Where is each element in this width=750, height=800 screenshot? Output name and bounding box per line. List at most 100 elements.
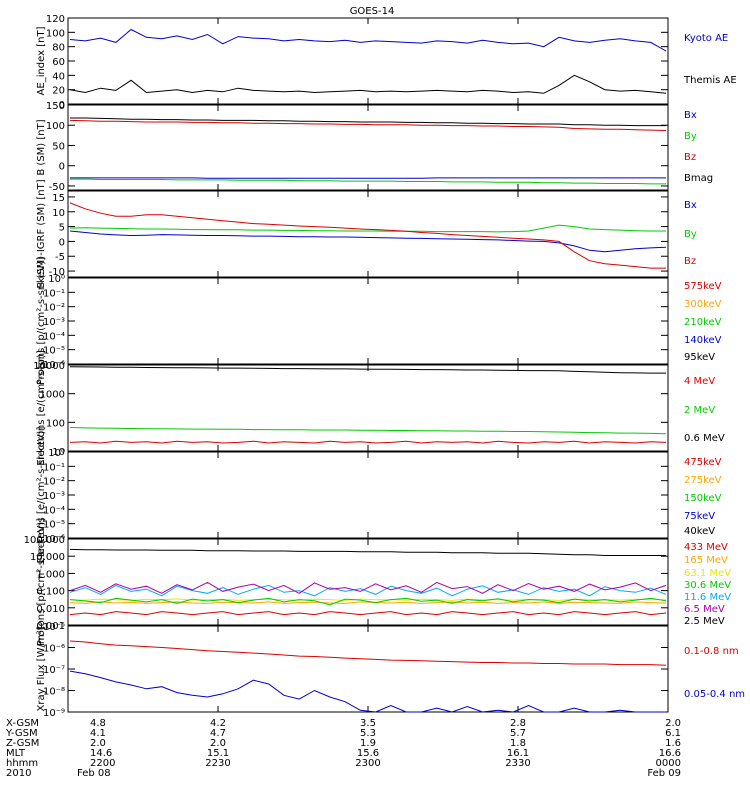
y-tick-label: -5: [55, 252, 65, 263]
y-axis-label: Electrons [e/(cm²-s-sr)]: [36, 350, 47, 466]
series-line-0-05-0-4-nm: [69, 670, 666, 713]
y-tick-label: 100: [46, 121, 65, 132]
y-axis-label: Xray Flux [W/m²]: [36, 626, 47, 711]
y-tick-label: 10⁻⁹: [43, 708, 65, 719]
legend-label: 475keV: [684, 457, 722, 468]
date-start-label: Feb 08: [77, 768, 111, 779]
legend-label: By: [684, 229, 697, 240]
y-tick-label: 80: [52, 43, 65, 54]
legend-label: 275keV: [684, 475, 722, 486]
series-line-kyoto-ae: [69, 28, 667, 52]
legend-label: 575keV: [684, 281, 722, 292]
y-axis-label: B (SM) [nT]: [36, 119, 47, 175]
y-tick-label: 10⁻⁸: [43, 687, 65, 698]
series-line-bz: [69, 202, 666, 269]
y-tick-label: 150: [46, 101, 65, 112]
ephemeris-row-label: MLT: [6, 748, 26, 759]
legend-label: By: [684, 131, 697, 142]
chart-title: GOES-14: [350, 6, 395, 17]
ephemeris-value: 14.6: [90, 748, 112, 759]
panel-1: 120 100 80 60 40 20 0 AE_index [nT] Kyoto AE Them…: [36, 14, 737, 111]
ephemeris-value: 5.7: [510, 728, 526, 739]
series-line-bz: [69, 119, 667, 131]
legend-label: 165 MeV: [684, 555, 728, 566]
legend-label: 140keV: [684, 335, 722, 346]
legend-label: Bz: [684, 152, 696, 163]
series-line-6-5-mev: [69, 581, 667, 594]
series-line-2-mev: [69, 427, 667, 435]
ephemeris-value: 2.0: [210, 738, 226, 749]
y-tick-label: 10⁻⁴: [43, 331, 65, 342]
series-line-433-mev: [69, 611, 667, 616]
y-tick-label: 100.000: [24, 535, 65, 546]
series-line-4-mev: [69, 440, 667, 444]
legend-label: 2 MeV: [684, 405, 715, 416]
y-tick-label: 10⁻⁶: [43, 360, 65, 371]
ephemeris-value: 2230: [205, 758, 230, 769]
panel-5: 10000 1000 100 10 Electrons [e/(cm²-s-sr)] 4 …: [33, 350, 725, 466]
panel-frame: [67, 451, 669, 539]
series-line-themis-ae: [69, 74, 667, 94]
series-line-2-5-mev: [69, 548, 666, 556]
ephemeris-value: 2.0: [665, 718, 681, 729]
y-tick-label: 10: [52, 208, 65, 219]
y-tick-label: 0.100: [36, 587, 65, 598]
y-axis-label: Electrons [e/(cm²-s-sr-keV)]: [36, 426, 47, 563]
legend-label: 75keV: [684, 511, 715, 522]
ephemeris-value: 15.6: [357, 748, 379, 759]
ephemeris-value: 4.7: [210, 728, 226, 739]
legend-label: 6.5 MeV: [684, 604, 725, 615]
y-tick-label: 0.010: [36, 604, 65, 615]
y-tick-label: 10⁰: [48, 274, 65, 285]
legend-label: Bz: [684, 256, 696, 267]
y-tick-label: 10⁻⁷: [43, 665, 65, 676]
y-tick-label: 10⁻⁵: [43, 346, 65, 357]
ephemeris-value: 1.9: [360, 738, 376, 749]
ephemeris-row-label: 2010: [6, 768, 31, 779]
y-tick-label: 10⁻⁵: [43, 520, 65, 531]
y-axis-label: AE_index [nT]: [36, 26, 47, 95]
y-tick-label: 10.000: [30, 552, 65, 563]
y-tick-label: 40: [52, 71, 65, 82]
legend-label: 0.1-0.8 nm: [684, 646, 739, 657]
legend-label: Bmag: [684, 173, 713, 184]
y-tick-label: 15: [52, 193, 65, 204]
panel-2: 150 100 50 0 -50B (SM) [nT] Bx By Bz Bmag: [36, 101, 713, 193]
y-tick-label: 5: [59, 223, 65, 234]
ephemeris-value: 2.0: [90, 738, 106, 749]
legend-label: Bx: [684, 200, 697, 211]
y-tick-label: 10⁻⁶: [43, 534, 65, 545]
ephemeris-row-label: hhmm: [6, 758, 38, 769]
y-tick-label: 0: [59, 237, 65, 248]
ephemeris-value: 2200: [90, 758, 115, 769]
y-tick-label: 10⁰: [48, 448, 65, 459]
ephemeris-value: 2300: [355, 758, 380, 769]
ephemeris-value: 2.8: [510, 718, 526, 729]
ephemeris-row-label: Y-GSM: [5, 728, 38, 739]
ephemeris-value: 2330: [505, 758, 530, 769]
y-tick-label: 100: [46, 28, 65, 39]
y-tick-label: 10000: [33, 361, 65, 372]
legend-label: 2.5 MeV: [684, 616, 725, 627]
ephemeris-value: 4.1: [90, 728, 106, 739]
ephemeris-value: 3.5: [360, 718, 376, 729]
y-tick-label: 60: [52, 57, 65, 68]
y-tick-label: 10⁻⁶: [43, 644, 65, 655]
y-tick-label: 120: [46, 14, 65, 25]
ephemeris-value: 15.1: [207, 748, 229, 759]
legend-label: 0.05-0.4 nm: [684, 689, 745, 700]
series-line-by: [69, 224, 666, 233]
y-axis-label: B (SM)-IGRF (SM) [nT]: [36, 179, 47, 288]
y-tick-label: 0: [59, 162, 65, 173]
series-line-bx: [69, 230, 667, 253]
panel-3: 15 10 5 0 -5 -10B (SM)-IGRF (SM) [nT] Bx By Bz: [36, 179, 697, 288]
legend-label: 210keV: [684, 317, 722, 328]
legend-label: 433 MeV: [684, 542, 728, 553]
legend-label: Kyoto AE: [684, 33, 728, 44]
